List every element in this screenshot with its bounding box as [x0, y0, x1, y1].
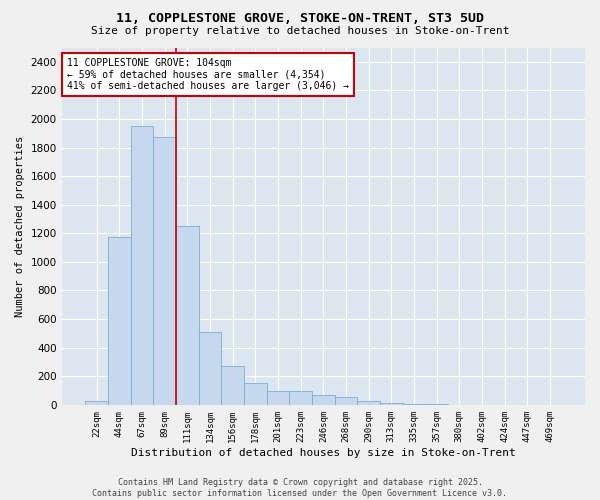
Bar: [312, 395, 335, 405]
Bar: [221, 366, 244, 405]
Bar: [244, 382, 266, 405]
Text: 11 COPPLESTONE GROVE: 104sqm
← 59% of detached houses are smaller (4,354)
41% of: 11 COPPLESTONE GROVE: 104sqm ← 59% of de…: [67, 58, 349, 92]
X-axis label: Distribution of detached houses by size in Stoke-on-Trent: Distribution of detached houses by size …: [131, 448, 516, 458]
Bar: [131, 126, 154, 405]
Text: 11, COPPLESTONE GROVE, STOKE-ON-TRENT, ST3 5UD: 11, COPPLESTONE GROVE, STOKE-ON-TRENT, S…: [116, 12, 484, 26]
Bar: [380, 404, 403, 405]
Bar: [403, 404, 425, 405]
Bar: [335, 397, 358, 405]
Bar: [199, 332, 221, 405]
Bar: [85, 400, 108, 405]
Y-axis label: Number of detached properties: Number of detached properties: [15, 136, 25, 317]
Bar: [358, 400, 380, 405]
Bar: [176, 226, 199, 405]
Bar: [289, 392, 312, 405]
Bar: [266, 390, 289, 405]
Text: Size of property relative to detached houses in Stoke-on-Trent: Size of property relative to detached ho…: [91, 26, 509, 36]
Bar: [154, 137, 176, 405]
Bar: [108, 237, 131, 405]
Text: Contains HM Land Registry data © Crown copyright and database right 2025.
Contai: Contains HM Land Registry data © Crown c…: [92, 478, 508, 498]
